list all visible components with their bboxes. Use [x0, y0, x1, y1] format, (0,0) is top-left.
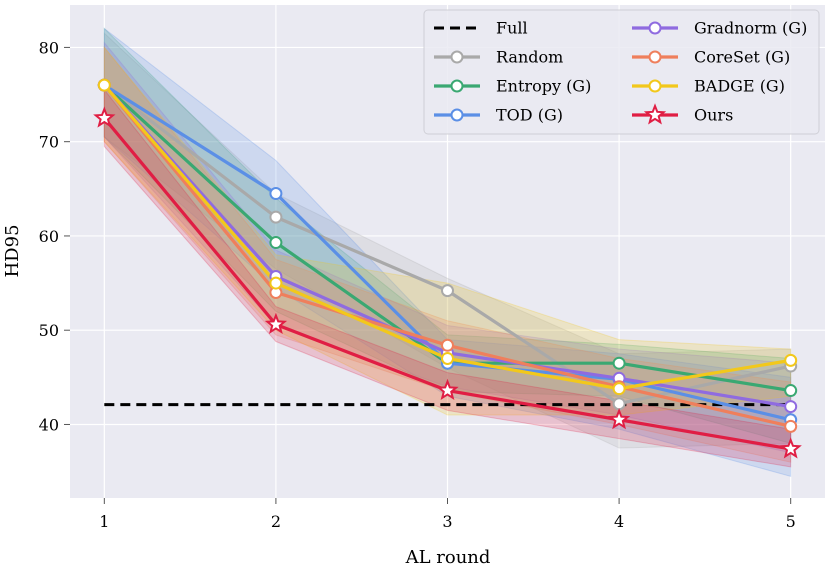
marker-gradnorm-g	[784, 400, 798, 414]
legend-label: Ours	[694, 106, 733, 125]
legend-item-gradnorm-g: Gradnorm (G)	[632, 19, 807, 38]
y-tick-label: 60	[39, 227, 59, 246]
legend-marker	[450, 108, 464, 122]
legend-label: Entropy (G)	[496, 77, 591, 96]
x-tick-label: 5	[786, 512, 796, 531]
legend-item-entropy-g: Entropy (G)	[434, 77, 591, 96]
legend-label: BADGE (G)	[694, 77, 785, 96]
y-axis-ticks: 40 50 60 70 80	[39, 38, 70, 434]
legend-label: CoreSet (G)	[694, 48, 790, 67]
x-tick-label: 2	[271, 512, 281, 531]
y-tick-label: 40	[39, 415, 59, 434]
legend: Full Random Entropy (G) TOD (G) Gradnorm (G)…	[423, 9, 820, 135]
legend-marker	[648, 50, 662, 64]
legend-item-random: Random	[434, 48, 563, 67]
marker-random	[441, 284, 454, 298]
legend-item-full: Full	[434, 19, 528, 38]
legend-label: Random	[496, 48, 563, 67]
marker-badge-g	[784, 353, 798, 367]
legend-marker	[643, 103, 667, 125]
x-tick-label: 3	[442, 512, 452, 531]
marker-badge-g	[612, 382, 626, 396]
legend-item-coreset-g: CoreSet (G)	[632, 48, 790, 67]
legend-label: TOD (G)	[496, 106, 563, 125]
marker-entropy-g	[269, 236, 283, 250]
legend-marker	[648, 79, 662, 93]
marker-ours	[607, 408, 631, 430]
legend-item-ours: Ours	[632, 103, 733, 125]
legend-marker	[450, 79, 464, 93]
marker-random	[269, 210, 283, 224]
legend-marker	[450, 50, 464, 64]
marker-entropy-g	[612, 356, 626, 370]
legend-label: Gradnorm (G)	[694, 19, 807, 38]
legend-marker	[648, 21, 662, 35]
marker-badge-g	[97, 78, 111, 92]
legend-box	[423, 9, 820, 135]
y-tick-label: 80	[39, 38, 59, 57]
y-tick-label: 50	[39, 321, 59, 340]
legend-item-badge-g: BADGE (G)	[632, 77, 785, 96]
marker-tod-g	[269, 187, 283, 201]
legend-label: Full	[496, 19, 528, 38]
series-markers	[93, 78, 802, 459]
marker-coreset-g	[441, 338, 454, 352]
marker-ours	[93, 106, 116, 128]
marker-entropy-g	[784, 384, 798, 398]
legend-item-tod-g: TOD (G)	[434, 106, 563, 125]
x-tick-label: 4	[614, 512, 624, 531]
marker-ours	[436, 378, 459, 401]
marker-coreset-g	[784, 419, 798, 433]
x-axis-ticks: 1 2 3 4 5	[99, 498, 796, 531]
marker-badge-g	[269, 276, 283, 290]
marker-badge-g	[441, 351, 454, 365]
x-tick-label: 1	[99, 512, 109, 531]
marker-ours	[779, 437, 802, 459]
marker-random	[612, 397, 626, 411]
marker-ours	[264, 312, 288, 335]
y-axis-label: HD95	[2, 224, 23, 277]
y-tick-label: 70	[39, 133, 59, 152]
x-axis-label: AL round	[405, 547, 491, 568]
